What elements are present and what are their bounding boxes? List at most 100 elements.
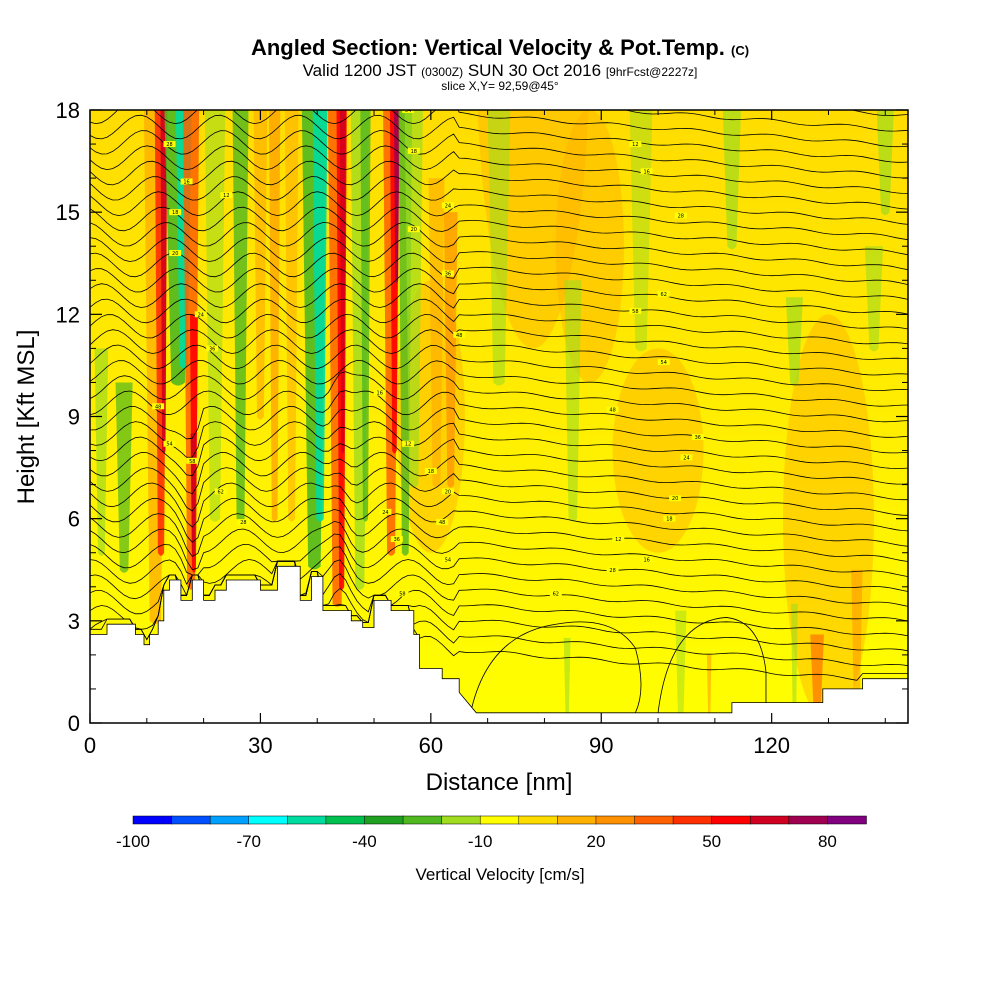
velocity-band — [810, 634, 824, 716]
colorbar-tick-label: -100 — [116, 832, 150, 851]
x-axis-title: Distance [nm] — [426, 769, 573, 796]
y-tick-label: 3 — [68, 609, 80, 634]
x-tick-label: 30 — [248, 733, 272, 758]
isentrope-label-bg — [169, 250, 182, 257]
isentrope-label: 36 — [445, 271, 451, 277]
isentrope-label-bg — [669, 495, 682, 502]
colorbar-swatch — [672, 815, 713, 825]
velocity-band — [204, 110, 226, 522]
isentrope-label: 18 — [428, 469, 434, 475]
isentrope-line — [90, 508, 908, 562]
isentrope-label: 62 — [661, 292, 667, 298]
y-tick-label: 15 — [56, 200, 80, 225]
isentrope-line — [90, 114, 908, 163]
isentrope-label-bg — [657, 359, 670, 366]
colorbar-swatch — [287, 815, 327, 825]
x-tick-label: 0 — [84, 733, 96, 758]
isentrope-label-bg — [441, 202, 454, 209]
isentrope-line — [90, 482, 908, 532]
velocity-band — [360, 110, 371, 522]
velocity-band — [722, 110, 741, 250]
isentrope-label: 12 — [632, 142, 638, 148]
velocity-band — [232, 110, 249, 522]
isentrope-label: 54 — [445, 558, 451, 564]
velocity-band — [487, 110, 511, 386]
isentrope-label-bg — [180, 178, 193, 185]
isentrope-label: 28 — [609, 568, 615, 574]
isentrope-line — [90, 371, 908, 423]
colorbar-tick-label: -40 — [352, 832, 377, 851]
y-tick-label: 0 — [68, 711, 80, 736]
isentrope-label: 18 — [411, 149, 417, 155]
isentrope-label-bg — [441, 270, 454, 277]
isentrope-line — [90, 405, 908, 454]
isentrope-line — [90, 313, 908, 360]
y-tick-label: 18 — [56, 98, 80, 123]
colorbar-swatch — [402, 815, 443, 825]
isentrope-line — [470, 621, 642, 713]
isentrope-label: 24 — [445, 203, 451, 209]
isentrope-label-bg — [186, 457, 199, 464]
isentrope-line — [90, 176, 908, 225]
isentrope-label-bg — [657, 290, 670, 297]
isentrope-label: 58 — [189, 459, 195, 465]
isentrope-label-bg — [163, 440, 176, 447]
isentrope-label: 20 — [411, 227, 417, 233]
isentrope-line — [90, 390, 908, 438]
chart-title: Angled Section: Vertical Velocity & Pot.… — [250, 35, 750, 60]
velocity-band — [443, 212, 458, 488]
isentrope-label: 48 — [456, 333, 462, 339]
colorbar-swatch — [171, 815, 211, 825]
isentrope-label-bg — [441, 488, 454, 495]
isentrope-line — [90, 436, 908, 485]
colorbar-swatch — [788, 815, 829, 825]
isentrope-label-bg — [169, 209, 182, 216]
colorbar-tick-label: 50 — [702, 832, 721, 851]
isentrope-label: 12 — [223, 193, 229, 199]
isentrope-line — [802, 110, 908, 116]
x-tick-label: 60 — [419, 733, 443, 758]
isentrope-label: 28 — [678, 214, 684, 220]
y-tick-label: 6 — [68, 507, 80, 532]
isentrope-label-bg — [373, 389, 386, 396]
colorbar-swatch — [364, 815, 404, 825]
colorbar-title: Vertical Velocity [cm/s] — [415, 865, 584, 884]
colorbar: -100 -70 -40 -10 20 50 80 — [116, 815, 867, 851]
isentrope-line — [90, 237, 908, 285]
colorbar-swatch — [479, 815, 520, 825]
isentrope-label-bg — [396, 590, 409, 597]
isentrope-label-bg — [214, 488, 227, 495]
isentrope-label: 24 — [198, 312, 204, 318]
isentrope-label: 16 — [183, 180, 189, 186]
velocity-band — [190, 433, 197, 556]
isentrope-label-bg — [152, 403, 165, 410]
isentrope-label: 16 — [644, 169, 650, 175]
velocity-band — [404, 110, 423, 488]
isentrope-label: 48 — [439, 520, 445, 526]
isentrope-label-bg — [237, 519, 250, 526]
y-tick-label: 12 — [56, 302, 80, 327]
isentrope-line — [90, 344, 908, 391]
isentrope-label: 28 — [166, 142, 172, 148]
isentrope-label-bg — [441, 556, 454, 563]
colorbar-tick-label: -70 — [236, 832, 261, 851]
isentrope-label: 54 — [661, 360, 667, 366]
isentrope-label: 48 — [155, 404, 161, 410]
isentrope-label-bg — [674, 212, 687, 219]
isentrope-label-bg — [379, 508, 392, 515]
velocity-band — [675, 610, 687, 716]
isentrope-label: 36 — [209, 346, 215, 352]
isentrope-label-bg — [691, 433, 704, 440]
isentrope-label: 20 — [172, 251, 178, 257]
isentrope-line — [90, 160, 908, 210]
isentrope-label-bg — [453, 331, 466, 338]
isentrope-line — [90, 110, 908, 148]
colorbar-swatch — [325, 815, 366, 825]
velocity-band — [393, 110, 400, 284]
isentrope-label-bg — [606, 566, 619, 573]
isentrope-label: 54 — [166, 442, 172, 448]
isentrope-line — [657, 617, 767, 713]
isentrope-line — [90, 520, 908, 577]
isentrope-label-bg — [402, 440, 415, 447]
